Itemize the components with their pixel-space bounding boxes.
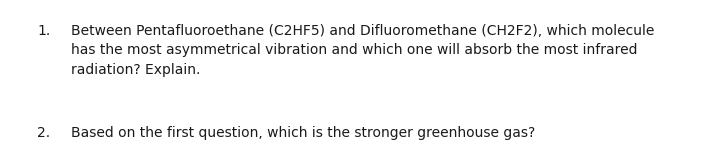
Text: radiation? Explain.: radiation? Explain.	[71, 63, 200, 76]
Text: has the most asymmetrical vibration and which one will absorb the most infrared: has the most asymmetrical vibration and …	[71, 43, 637, 57]
Text: 1.: 1.	[37, 24, 50, 38]
Text: Between Pentafluoroethane (C2HF5) and Difluoromethane (CH2F2), which molecule: Between Pentafluoroethane (C2HF5) and Di…	[71, 24, 654, 38]
Text: Based on the first question, which is the stronger greenhouse gas?: Based on the first question, which is th…	[71, 126, 535, 140]
Text: 2.: 2.	[37, 126, 50, 140]
